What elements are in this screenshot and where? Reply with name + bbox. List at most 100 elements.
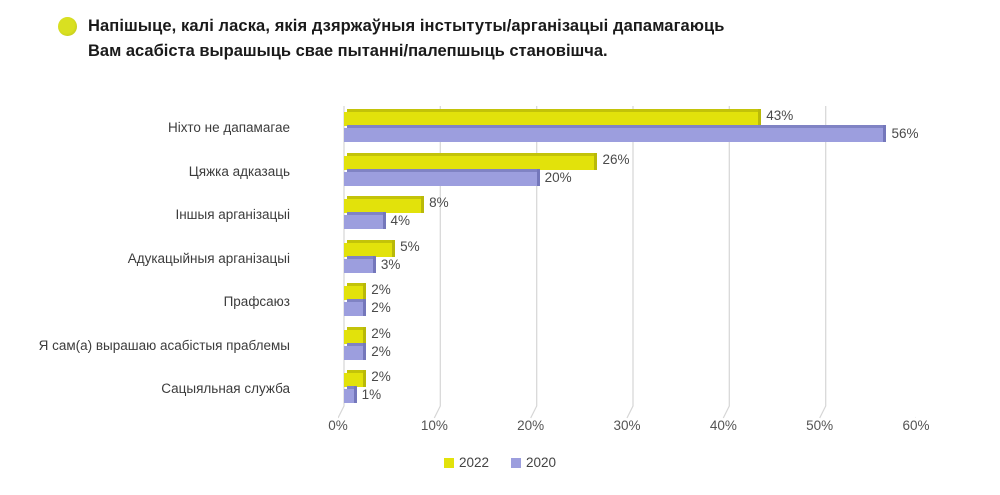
category-label: Прафсаюз: [223, 294, 290, 309]
bar-face: [344, 215, 383, 229]
bar-face: [344, 242, 393, 257]
bar-2020[interactable]: [344, 255, 376, 273]
bar-value-label: 3%: [380, 256, 401, 272]
bar-face: [344, 329, 364, 344]
bar-side-face: [363, 299, 367, 316]
x-axis-tick: 30%: [613, 418, 641, 433]
bar-2020[interactable]: [344, 386, 357, 403]
page-title-line-2: Вам асабіста вырашыць свае пытанні/палеп…: [88, 42, 608, 60]
bar-face: [344, 128, 884, 142]
bar-top-face: [347, 152, 598, 156]
x-axis-tick: 20%: [517, 418, 545, 433]
x-axis-tick: 50%: [806, 418, 834, 433]
bar-row: Сацыяльная служба 2% 1%: [0, 367, 1000, 411]
title-line-1-row: Напішыце, калі ласка, якія дзяржаўныя ін…: [58, 14, 938, 39]
bar-2020[interactable]: [344, 125, 887, 142]
legend-label: 2020: [526, 455, 557, 470]
bar-value-label: 5%: [400, 238, 420, 254]
bar-side-face: [372, 255, 376, 273]
x-axis-tick: 0%: [328, 418, 348, 433]
bar-side-face: [594, 152, 598, 170]
bar-value-label: 2%: [371, 282, 391, 297]
bar-top-face: [347, 125, 887, 128]
x-axis-tick: 60%: [902, 418, 930, 433]
bar-2020[interactable]: [344, 299, 367, 316]
bar-top-face: [347, 342, 367, 346]
bar-group: 2% 2%: [338, 324, 938, 368]
legend-swatch: [511, 458, 521, 468]
bar-value-label: 43%: [766, 108, 794, 123]
bar-chart: Ніхто не дапамагае 43% 56% Цяжка адказаць 26…: [0, 100, 1000, 495]
bar-2022[interactable]: [344, 239, 396, 257]
bar-2022[interactable]: [344, 283, 367, 300]
bar-side-face: [883, 125, 887, 142]
bar-group: 43% 56%: [338, 106, 938, 150]
bar-face: [344, 302, 364, 316]
bar-2022[interactable]: [344, 196, 425, 213]
chart-legend: 2022 2020: [0, 455, 1000, 470]
bullet-icon: [58, 17, 77, 37]
bar-row: Прафсаюз 2% 2%: [0, 280, 1000, 324]
bar-face: [344, 286, 364, 300]
bar-2020[interactable]: [344, 342, 367, 360]
bar-face: [344, 345, 364, 360]
bar-side-face: [392, 239, 396, 257]
bar-top-face: [347, 255, 376, 259]
category-label: Ніхто не дапамагае: [168, 120, 290, 135]
bar-row: Я сам(а) вырашаю асабістыя праблемы 2% 2%: [0, 324, 1000, 368]
bar-2022[interactable]: [344, 370, 367, 387]
bar-2020[interactable]: [344, 212, 386, 229]
legend-item-2022[interactable]: 2022: [443, 455, 489, 470]
category-label: Цяжка адказаць: [188, 163, 290, 179]
bar-side-face: [363, 370, 367, 387]
bar-side-face: [363, 283, 367, 300]
bar-face: [344, 258, 373, 273]
bar-value-label: 20%: [544, 169, 572, 185]
bar-top-face: [347, 370, 367, 373]
bar-value-label: 2%: [371, 343, 391, 359]
bar-value-label: 8%: [429, 195, 449, 210]
bar-top-face: [347, 212, 386, 215]
bar-face: [344, 373, 364, 387]
bar-2020[interactable]: [344, 168, 540, 186]
legend-item-2020[interactable]: 2020: [511, 455, 556, 470]
bar-value-label: 4%: [390, 213, 411, 228]
bar-2022[interactable]: [344, 109, 762, 126]
bar-value-label: 2%: [371, 369, 391, 384]
bar-face: [344, 171, 537, 186]
bar-top-face: [347, 299, 367, 302]
bar-group: 2% 1%: [338, 367, 938, 411]
x-axis-tick: 10%: [420, 418, 448, 433]
bar-face: [344, 199, 422, 213]
category-label: Адукацыйныя арганізацыі: [127, 250, 290, 266]
bar-top-face: [347, 386, 357, 389]
bar-side-face: [758, 109, 762, 126]
bar-value-label: 2%: [371, 325, 391, 341]
bar-value-label: 26%: [602, 151, 630, 167]
bar-side-face: [382, 212, 386, 229]
bar-top-face: [347, 168, 540, 172]
x-axis-tick: 40%: [709, 418, 737, 433]
bar-2022[interactable]: [344, 152, 598, 170]
chart-title-block: Напішыце, калі ласка, якія дзяржаўныя ін…: [58, 14, 938, 64]
bar-2022[interactable]: [344, 326, 367, 344]
bar-value-label: 56%: [891, 126, 919, 141]
bar-row: Адукацыйныя арганізацыі 5% 3%: [0, 237, 1000, 281]
category-label: Я сам(а) вырашаю асабістыя праблемы: [38, 337, 290, 353]
legend-label: 2022: [458, 455, 489, 470]
bar-group: 5% 3%: [338, 237, 938, 281]
category-label: Іншыя арганізацыі: [175, 207, 290, 222]
bar-row: Цяжка адказаць 26% 20%: [0, 150, 1000, 194]
bar-row: Ніхто не дапамагае 43% 56%: [0, 106, 1000, 150]
page-title-line-1: Напішыце, калі ласка, якія дзяржаўныя ін…: [88, 17, 725, 35]
bar-side-face: [353, 386, 357, 403]
bar-rows: Ніхто не дапамагае 43% 56% Цяжка адказаць 26…: [0, 106, 1000, 411]
legend-swatch: [443, 458, 454, 468]
bar-value-label: 1%: [361, 387, 382, 402]
category-label: Сацыяльная служба: [161, 381, 290, 396]
bar-face: [344, 112, 759, 126]
bar-value-label: 2%: [371, 300, 391, 315]
bar-row: Іншыя арганізацыі 8% 4%: [0, 193, 1000, 237]
bar-side-face: [421, 196, 425, 213]
